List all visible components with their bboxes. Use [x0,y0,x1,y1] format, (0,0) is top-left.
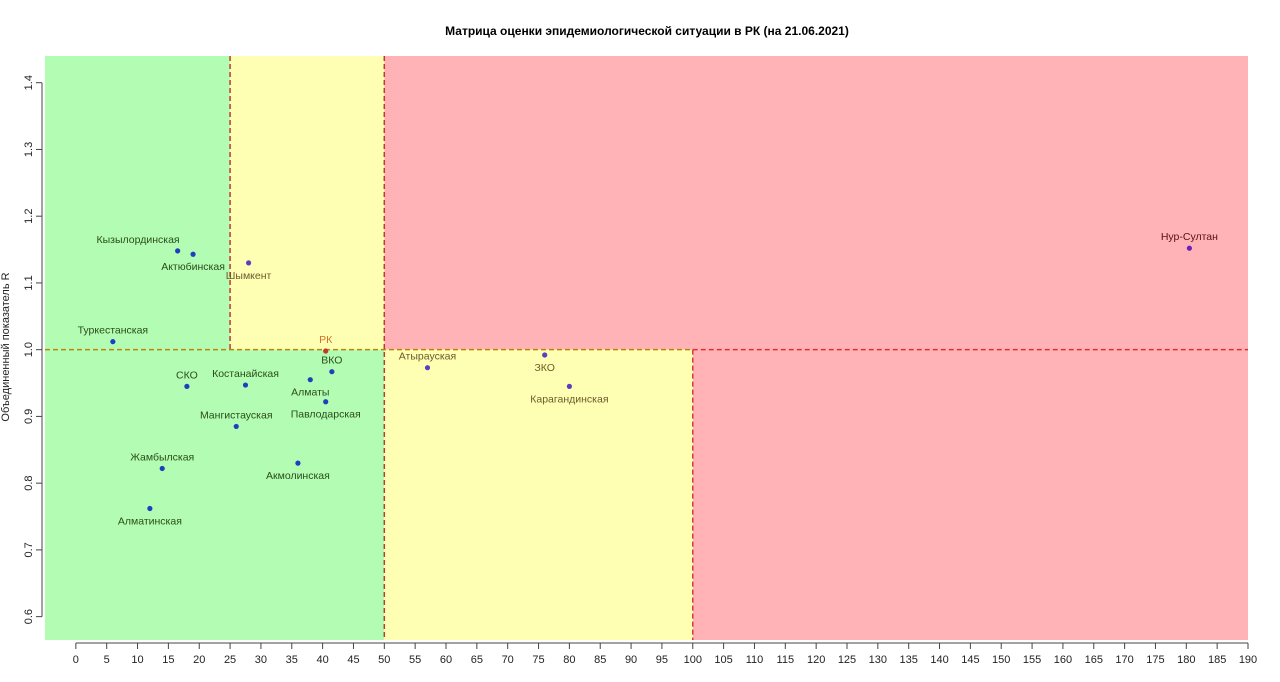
x-tick-label: 145 [961,654,979,666]
point-label: Актюбинская [161,261,225,273]
zone-1 [230,56,385,350]
point-label: Алматы [291,387,329,399]
x-tick-label: 105 [714,654,732,666]
x-tick-label: 140 [930,654,948,666]
point-label: Нур-Султан [1161,231,1218,243]
data-point [175,248,181,254]
data-point [323,399,329,405]
x-tick-label: 5 [104,654,110,666]
x-tick-label: 100 [684,654,702,666]
x-tick-label: 10 [131,654,143,666]
x-tick-label: 120 [807,654,825,666]
x-tick-label: 125 [838,654,856,666]
x-tick-label: 180 [1177,654,1195,666]
data-points [110,245,1192,512]
x-tick-label: 50 [378,654,390,666]
x-tick-label: 0 [73,654,79,666]
y-tick-label: 0.9 [23,409,35,424]
data-point [245,260,252,266]
data-point [184,383,190,389]
x-tick-label: 150 [992,654,1010,666]
y-axis-label: Объединенный показатель R [0,272,12,421]
x-tick-label: 35 [286,654,298,666]
data-point [307,377,313,383]
x-tick-label: 75 [532,654,544,666]
data-point [159,465,165,472]
x-tick-label: 25 [224,654,236,666]
y-tick-label: 1.3 [23,142,35,157]
x-tick-label: 160 [1054,654,1072,666]
y-tick-label: 1.2 [23,209,35,224]
x-tick-label: 130 [869,654,887,666]
x-tick-label: 165 [1085,654,1103,666]
point-label: Акмолинская [266,470,330,482]
chart-title: Матрица оценки эпидемиологической ситуац… [445,24,849,38]
x-tick-label: 80 [563,654,575,666]
data-point [329,369,335,375]
y-tick-label: 0.8 [23,476,35,491]
data-point [323,348,329,354]
point-label: Карагандинская [530,393,608,405]
zone-2 [384,56,1248,350]
point-label: Шымкент [226,270,272,282]
data-point [242,382,249,388]
point-label: СКО [176,369,198,381]
data-point [566,383,572,389]
y-tick-label: 1.4 [23,75,35,90]
axes: 0 5 10 15 20 25 30 35 40 45 50 55 60 65 70 75 80 85 90 95 10… [23,75,1257,666]
x-tick-label: 135 [900,654,918,666]
zone-3 [45,349,385,640]
point-label: РК [319,334,333,346]
x-tick-label: 65 [471,654,483,666]
point-label: Мангистауская [200,409,273,421]
point-label: Кызылординская [97,234,180,246]
data-point [233,423,239,430]
data-point [1186,245,1192,251]
point-label: Павлодарская [291,409,361,421]
x-tick-label: 110 [746,654,764,666]
point-label: ЗКО [534,362,555,374]
x-tick-label: 175 [1146,654,1164,666]
data-point [542,352,548,358]
x-tick-label: 90 [625,654,637,666]
zone-4 [384,349,693,640]
y-tick-label: 0.6 [23,609,35,624]
x-tick-label: 170 [1115,654,1133,666]
data-point [295,460,301,466]
point-label: Костанайская [212,368,279,380]
data-point [424,365,431,371]
data-point [110,339,116,345]
y-tick-label: 0.7 [23,542,35,557]
threshold-lines [45,56,1248,640]
zone-5 [692,349,1248,640]
point-label: Жамбылская [130,451,194,463]
zone-0 [45,56,231,350]
y-tick-label: 1.1 [23,275,35,290]
point-label: ВКО [321,355,342,367]
point-label: Алматинская [118,516,182,528]
x-tick-label: 55 [409,654,421,666]
y-tick-label: 1.0 [23,342,35,357]
data-point [190,251,196,257]
x-tick-label: 95 [656,654,668,666]
x-tick-label: 115 [777,654,795,666]
x-tick-label: 155 [1023,654,1041,666]
x-tick-label: 70 [502,654,514,666]
x-tick-label: 40 [316,654,328,666]
x-tick-label: 85 [594,654,606,666]
x-tick-label: 60 [440,654,452,666]
x-tick-label: 185 [1208,654,1226,666]
data-point [147,505,153,512]
x-tick-label: 30 [255,654,267,666]
point-label: Туркестанская [78,325,149,337]
x-tick-label: 20 [193,654,205,666]
x-tick-label: 15 [162,654,174,666]
point-label: Атырауская [399,351,456,363]
x-tick-label: 45 [347,654,359,666]
risk-zones [45,56,1248,640]
x-tick-label: 190 [1239,654,1257,666]
